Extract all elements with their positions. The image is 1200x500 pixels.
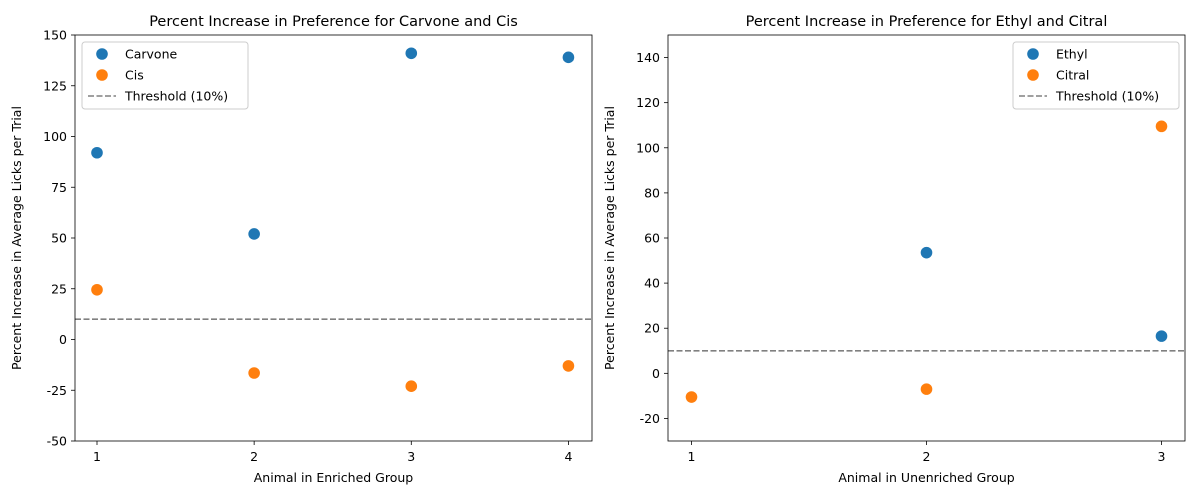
y-tick-label: 125 xyxy=(43,78,67,93)
point-ethyl xyxy=(1155,330,1168,342)
legend-label: Cis xyxy=(125,68,144,83)
legend-label: Ethyl xyxy=(1056,47,1088,62)
plot-frame xyxy=(74,34,593,442)
y-tick-label: 75 xyxy=(51,180,67,195)
y-tick-label: 40 xyxy=(644,276,660,291)
plot-frame xyxy=(667,34,1186,442)
y-tick-label: 60 xyxy=(644,231,660,246)
right-chart: Percent Increase in Preference for Ethyl… xyxy=(602,14,1186,485)
y-tick-label: 0 xyxy=(652,366,660,381)
y-axis-label: Percent Increase in Average Licks per Tr… xyxy=(9,106,24,370)
x-tick-label: 1 xyxy=(688,449,696,464)
legend-marker xyxy=(96,48,108,60)
point-carvone xyxy=(91,146,103,159)
point-citral xyxy=(685,391,698,403)
x-tick-label: 1 xyxy=(93,449,101,464)
legend-label: Carvone xyxy=(125,47,177,62)
y-tick-label: 20 xyxy=(644,321,660,336)
x-tick-label: 2 xyxy=(250,449,258,464)
y-tick-label: 0 xyxy=(59,332,67,347)
x-axis-label: Animal in Enriched Group xyxy=(254,470,414,485)
point-carvone xyxy=(562,51,575,64)
point-cis xyxy=(248,367,260,379)
legend: Ethyl Citral Threshold (10%) xyxy=(1012,41,1180,110)
point-ethyl xyxy=(920,246,933,259)
x-tick-label: 3 xyxy=(1158,449,1166,464)
y-tick-label: -20 xyxy=(640,411,660,426)
x-tick-label: 3 xyxy=(407,449,415,464)
point-carvone xyxy=(405,47,418,60)
legend-label: Threshold (10%) xyxy=(1055,89,1159,104)
legend-label: Threshold (10%) xyxy=(124,89,228,104)
y-tick-label: 120 xyxy=(636,95,660,110)
y-tick-label: 140 xyxy=(636,50,660,65)
x-axis-label: Animal in Unenriched Group xyxy=(838,470,1014,485)
y-tick-label: -50 xyxy=(47,434,67,449)
point-carvone xyxy=(248,228,260,240)
x-tick-label: 2 xyxy=(923,449,931,464)
y-tick-label: 150 xyxy=(43,28,67,43)
legend-label: Citral xyxy=(1056,68,1089,83)
left-chart: Percent Increase in Preference for Carvo… xyxy=(9,14,593,485)
legend-box xyxy=(81,41,249,110)
legend-marker xyxy=(1027,48,1039,60)
legend-marker xyxy=(1027,69,1039,81)
legend-box xyxy=(1012,41,1180,110)
y-tick-label: 50 xyxy=(51,231,67,246)
y-tick-label: 25 xyxy=(51,281,67,296)
point-cis xyxy=(91,283,103,296)
legend: Carvone Cis Threshold (10%) xyxy=(81,41,249,110)
y-tick-label: 100 xyxy=(43,129,67,144)
point-cis xyxy=(562,360,575,372)
point-cis xyxy=(405,380,418,392)
y-tick-label: -25 xyxy=(47,383,67,398)
chart-title: Percent Increase in Preference for Ethyl… xyxy=(746,14,1108,30)
point-citral xyxy=(1155,120,1168,133)
chart-title: Percent Increase in Preference for Carvo… xyxy=(149,14,518,30)
point-citral xyxy=(920,383,933,395)
y-tick-label: 100 xyxy=(636,140,660,155)
y-tick-label: 80 xyxy=(644,185,660,200)
y-axis-label: Percent Increase in Average Licks per Tr… xyxy=(602,106,617,370)
legend-marker xyxy=(96,69,108,81)
x-tick-label: 4 xyxy=(564,449,572,464)
